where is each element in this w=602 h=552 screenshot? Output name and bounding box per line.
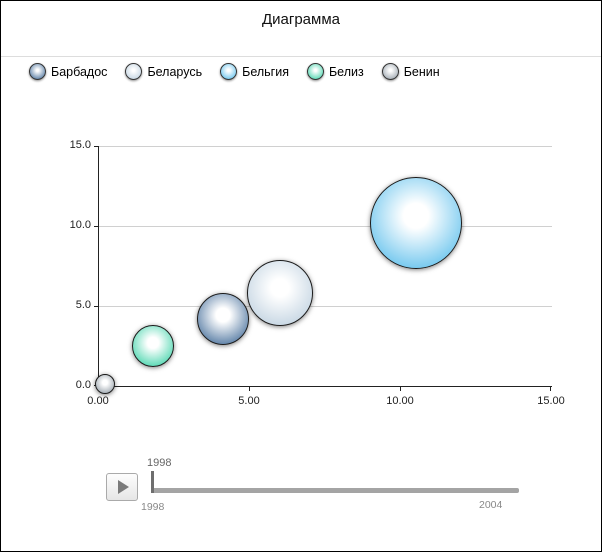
y-tick-label: 15.0 bbox=[69, 139, 91, 151]
y-tickmark bbox=[94, 226, 98, 227]
gridline bbox=[99, 226, 552, 227]
legend-label: Белиз bbox=[328, 64, 364, 79]
legend-label: Бельгия bbox=[242, 64, 289, 79]
gridline bbox=[99, 146, 552, 147]
legend-item-benin[interactable]: Бенин bbox=[381, 63, 440, 80]
x-tickmark bbox=[400, 387, 401, 391]
y-tick-label: 10.0 bbox=[69, 219, 91, 231]
timeline-slider-track[interactable] bbox=[151, 488, 519, 493]
y-tickmark bbox=[94, 306, 98, 307]
bubble-Беларусь[interactable] bbox=[247, 260, 314, 327]
plot-area bbox=[95, 146, 552, 395]
legend: Барбадос Беларусь Бельгия Белиз Бенин bbox=[29, 63, 440, 80]
legend-item-belize[interactable]: Белиз bbox=[306, 63, 364, 80]
x-tickmark bbox=[550, 387, 551, 391]
chart-title: Диаграмма bbox=[261, 11, 340, 28]
timeline-slider-thumb[interactable] bbox=[151, 471, 154, 493]
bubble-icon bbox=[125, 63, 143, 80]
header-divider bbox=[1, 56, 601, 57]
y-tick-label: 0.0 bbox=[75, 379, 91, 391]
bubble-icon bbox=[306, 63, 324, 80]
y-tick-label: 5.0 bbox=[75, 299, 91, 311]
slider-current-year-label: 1998 bbox=[147, 457, 172, 469]
gridline bbox=[99, 306, 552, 307]
x-tick-label: 10.00 bbox=[386, 395, 414, 407]
legend-item-barbados[interactable]: Барбадос bbox=[29, 63, 107, 80]
bubble-Бенин[interactable] bbox=[95, 374, 116, 395]
bubble-icon bbox=[381, 63, 399, 80]
slider-min-label: 1998 bbox=[141, 501, 165, 513]
bubble-Барбадос[interactable] bbox=[196, 292, 249, 345]
legend-item-belgium[interactable]: Бельгия bbox=[220, 63, 289, 80]
legend-label: Барбадос bbox=[51, 64, 108, 79]
y-tickmark bbox=[94, 146, 98, 147]
x-tick-label: 15.00 bbox=[537, 395, 565, 407]
x-tick-label: 5.00 bbox=[238, 395, 260, 407]
x-tick-label: 0.00 bbox=[87, 395, 109, 407]
bubble-Бельгия[interactable] bbox=[370, 176, 463, 269]
x-tickmark bbox=[249, 387, 250, 391]
slider-max-label: 2004 bbox=[479, 499, 503, 511]
bubble-Белиз[interactable] bbox=[132, 325, 175, 367]
bubble-icon bbox=[29, 63, 46, 80]
legend-label: Беларусь bbox=[147, 64, 203, 79]
play-icon bbox=[118, 480, 129, 494]
play-button[interactable] bbox=[106, 473, 138, 501]
bubble-icon bbox=[220, 63, 238, 80]
legend-label: Бенин bbox=[403, 64, 440, 79]
legend-item-belarus[interactable]: Беларусь bbox=[125, 63, 202, 80]
